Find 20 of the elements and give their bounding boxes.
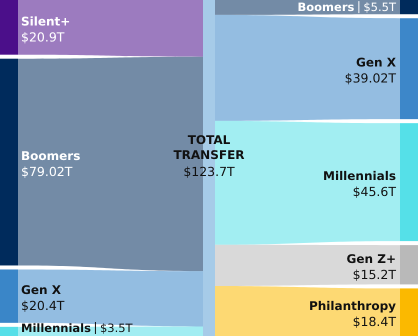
data-label: $3.5T bbox=[100, 321, 134, 335]
text: $123.7T bbox=[183, 164, 236, 179]
data-label: $20.9T bbox=[21, 29, 65, 44]
category-label: Millennials bbox=[323, 169, 396, 184]
data-label: $45.6T bbox=[352, 184, 396, 200]
category-label: Boomers bbox=[21, 149, 80, 164]
data-label: $39.02T bbox=[344, 70, 396, 86]
category-label: Philanthropy bbox=[308, 299, 396, 314]
data-label: $79.02T bbox=[21, 164, 73, 180]
category-label: Millennials bbox=[21, 321, 92, 335]
category-label: Silent+ bbox=[21, 14, 70, 28]
category-label: Gen X bbox=[356, 56, 397, 70]
data-label: $18.4T bbox=[352, 314, 396, 330]
data-label: $15.2T bbox=[352, 266, 396, 282]
category-label: Gen Z+ bbox=[346, 252, 396, 266]
category-label: Gen X bbox=[21, 283, 62, 298]
category-label: Boomers bbox=[297, 0, 355, 14]
data-label: $5.5T bbox=[363, 0, 397, 14]
text: TOTAL TRANSFER bbox=[173, 133, 245, 162]
data-label: $20.4T bbox=[21, 298, 65, 314]
